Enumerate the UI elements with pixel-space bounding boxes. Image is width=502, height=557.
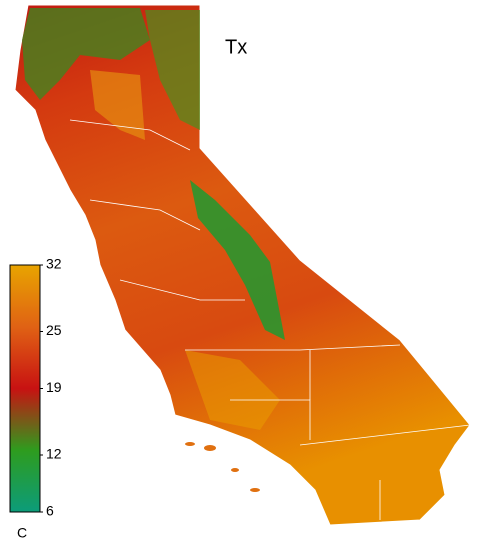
colorbar-tick-label: 25 [46, 322, 62, 338]
colorbar-ramp [9, 264, 41, 513]
california-map [14, 4, 471, 526]
central-valley [90, 70, 145, 140]
colorbar-unit: C [17, 525, 27, 541]
colorbar: C 32 25 19 12 6 [9, 256, 62, 541]
islands [185, 442, 260, 492]
southern-valley [185, 350, 280, 430]
northern-forest [22, 8, 150, 100]
county-lines [69, 119, 471, 520]
colorbar-tick-label: 32 [46, 256, 62, 272]
colorbar-tick-label: 12 [46, 446, 62, 462]
northern-highland [145, 10, 200, 130]
colorbar-tick-label: 6 [46, 503, 54, 519]
colorbar-tick-label: 19 [46, 379, 62, 395]
sierra-nevada [190, 180, 285, 340]
map-title: Tx [225, 36, 247, 58]
